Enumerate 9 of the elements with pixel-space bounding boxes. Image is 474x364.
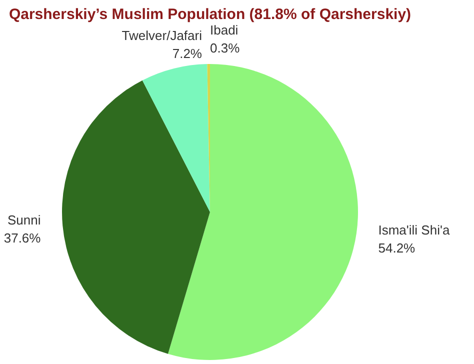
slice-label: Twelver/Jafari xyxy=(122,28,202,43)
slice-label: Isma'ili Shi'a xyxy=(378,222,450,238)
data-label: 7.2% xyxy=(172,46,202,61)
slice-label: Sunni xyxy=(7,212,41,228)
chart-title: Qarsherskiy’s Muslim Population (81.8% of Qarsherskiy) xyxy=(8,6,412,24)
data-label: 54.2% xyxy=(378,240,416,256)
slice-label: Ibadi xyxy=(210,22,238,38)
data-label: 37.6% xyxy=(4,230,42,246)
data-label: 0.3% xyxy=(210,40,240,56)
